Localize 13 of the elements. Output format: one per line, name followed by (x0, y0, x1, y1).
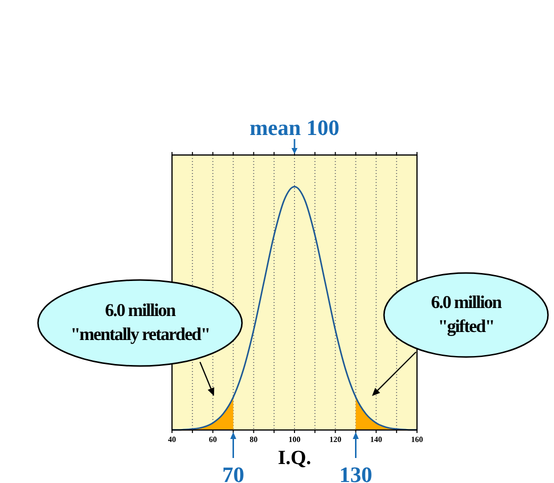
annotation: 6.0 million "mentally retarded" (70, 300, 210, 344)
x-tick-label: 140 (370, 435, 382, 444)
ref-line-label: mean 100 (250, 115, 340, 140)
x-tick-label: 40 (168, 435, 176, 444)
text: 6.0 million "gifted" (430, 292, 502, 336)
x-tick-label: 60 (208, 435, 217, 444)
ref-line-label: 130 (339, 462, 372, 483)
x-tick-label: 100 (288, 435, 300, 444)
x-axis-title: I.Q. (278, 447, 312, 469)
x-tick-label: 160 (411, 435, 423, 444)
x-tick-label: 80 (250, 435, 258, 444)
x-tick-label: 120 (329, 435, 342, 444)
ref-line-label: 70 (222, 462, 244, 483)
